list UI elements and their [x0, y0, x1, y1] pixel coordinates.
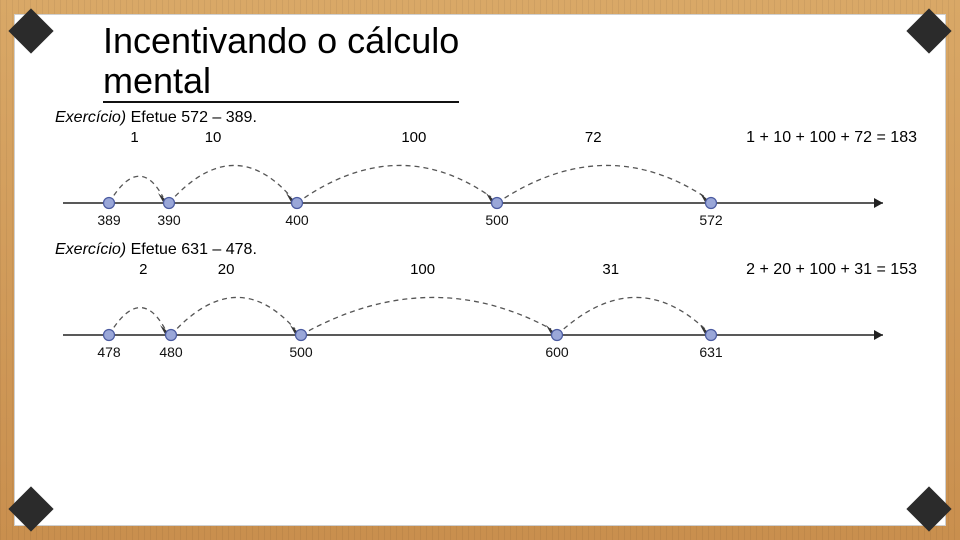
jump-label: 100: [410, 261, 435, 278]
slide-sheet: Incentivando o cálculomental Exercício) …: [14, 14, 946, 526]
svg-text:389: 389: [97, 212, 121, 228]
corner-decoration: [906, 486, 951, 531]
svg-text:500: 500: [485, 212, 509, 228]
numberline-svg: 478 480 500 600 631: [43, 283, 923, 363]
exercise-2-numberline: 478 480 500 600 631: [43, 283, 917, 363]
jump-label: 2: [139, 261, 147, 278]
exercise-1-prompt: Exercício) Efetue 572 – 389.: [55, 109, 917, 127]
svg-text:478: 478: [97, 344, 121, 360]
wood-background: Incentivando o cálculomental Exercício) …: [0, 0, 960, 540]
exercise-1-equation: 1 + 10 + 100 + 72 = 183: [746, 129, 917, 147]
corner-decoration: [8, 486, 53, 531]
svg-text:600: 600: [545, 344, 569, 360]
exercise-2-jump-labels: 31 100 20 2 2 + 20 + 100 + 31 = 153: [43, 261, 917, 279]
exercise-2-equation: 2 + 20 + 100 + 31 = 153: [746, 261, 917, 279]
jump-label: 72: [585, 129, 602, 146]
corner-decoration: [8, 8, 53, 53]
jump-label: 20: [218, 261, 235, 278]
svg-text:480: 480: [159, 344, 183, 360]
jump-label: 31: [602, 261, 619, 278]
svg-text:390: 390: [157, 212, 181, 228]
exercise-text: Efetue 572 – 389.: [126, 109, 257, 126]
svg-text:572: 572: [699, 212, 723, 228]
exercise-2-prompt: Exercício) Efetue 631 – 478.: [55, 241, 917, 259]
page-title: Incentivando o cálculomental: [103, 21, 459, 103]
exercise-1-jump-labels: 72 100 10 1 1 + 10 + 100 + 72 = 183: [43, 129, 917, 147]
jump-label: 100: [401, 129, 426, 146]
jump-label: 10: [205, 129, 222, 146]
svg-text:631: 631: [699, 344, 723, 360]
exercise-text: Efetue 631 – 478.: [126, 241, 257, 258]
exercise-label: Exercício): [55, 109, 126, 126]
numberline-svg: 389 390 400 500 572: [43, 151, 923, 231]
exercise-label: Exercício): [55, 241, 126, 258]
svg-text:400: 400: [285, 212, 309, 228]
svg-text:500: 500: [289, 344, 313, 360]
jump-label: 1: [130, 129, 138, 146]
exercise-1-numberline: 389 390 400 500 572: [43, 151, 917, 231]
corner-decoration: [906, 8, 951, 53]
